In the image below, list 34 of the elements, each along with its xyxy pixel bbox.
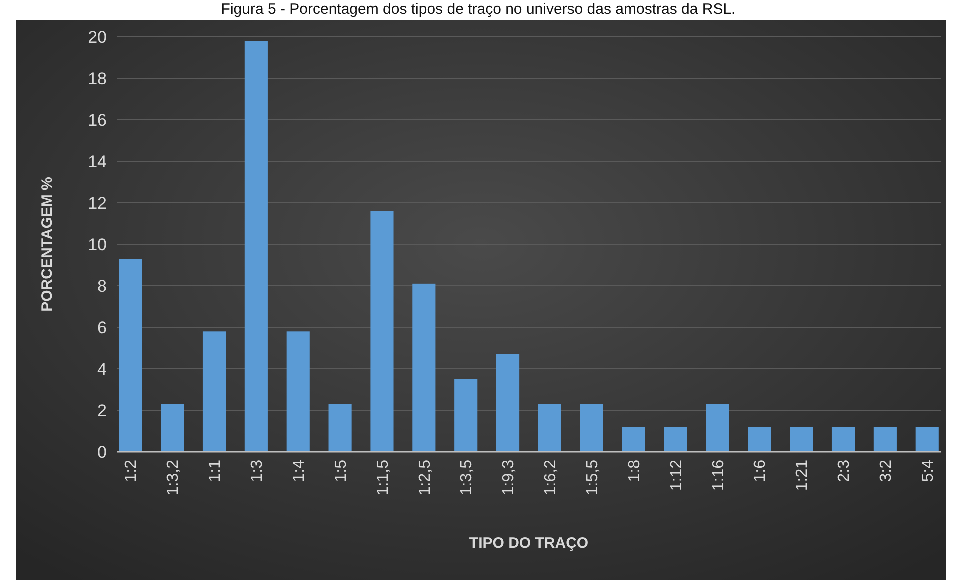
y-tick-label: 10	[88, 235, 107, 254]
x-tick-label: 1:3,2	[165, 460, 182, 496]
x-tick-label: 1:6	[752, 460, 770, 482]
x-tick-label: 5:4	[920, 460, 937, 482]
x-tick-label: 1:2	[123, 460, 140, 482]
x-tick-label: 1:5,5	[584, 460, 602, 496]
x-tick-label: 1:3,5	[458, 460, 476, 496]
y-tick-label: 14	[88, 152, 107, 172]
y-tick-label: 2	[98, 401, 107, 420]
x-tick-label: 1:1	[207, 460, 224, 482]
x-tick-label: 1:9,3	[500, 460, 518, 496]
y-tick-label: 12	[88, 194, 107, 213]
y-tick-label: 8	[98, 276, 107, 296]
x-tick-label: 3:2	[878, 460, 896, 482]
x-tick-label: 1:8	[626, 460, 644, 482]
x-tick-label: 1:6,2	[542, 460, 560, 496]
y-tick-label: 18	[88, 69, 107, 88]
x-tick-label: 1:2,5	[416, 460, 434, 496]
y-tick-label: 4	[98, 360, 107, 379]
x-tick-label: 2:3	[836, 460, 854, 482]
y-tick-label: 6	[98, 318, 107, 338]
x-tick-label: 1:3	[249, 460, 266, 482]
y-axis-title: PORCENTAGEM %	[39, 177, 56, 312]
x-axis-title: TIPO DO TRAÇO	[469, 535, 589, 552]
y-tick-label: 20	[88, 28, 107, 47]
x-tick-label: 1:5	[332, 460, 350, 482]
y-tick-label: 0	[98, 442, 107, 462]
y-tick-label: 16	[88, 110, 107, 130]
x-tick-label: 1:12	[668, 460, 686, 492]
x-tick-label: 1:1,5	[374, 460, 392, 496]
x-tick-label: 1:4	[290, 460, 308, 482]
chart-title: Figura 5 - Porcentagem dos tipos de traço no universo das amostras da RSL.	[221, 1, 736, 18]
x-tick-label: 1:21	[794, 460, 812, 492]
x-tick-label: 1:16	[710, 460, 728, 492]
